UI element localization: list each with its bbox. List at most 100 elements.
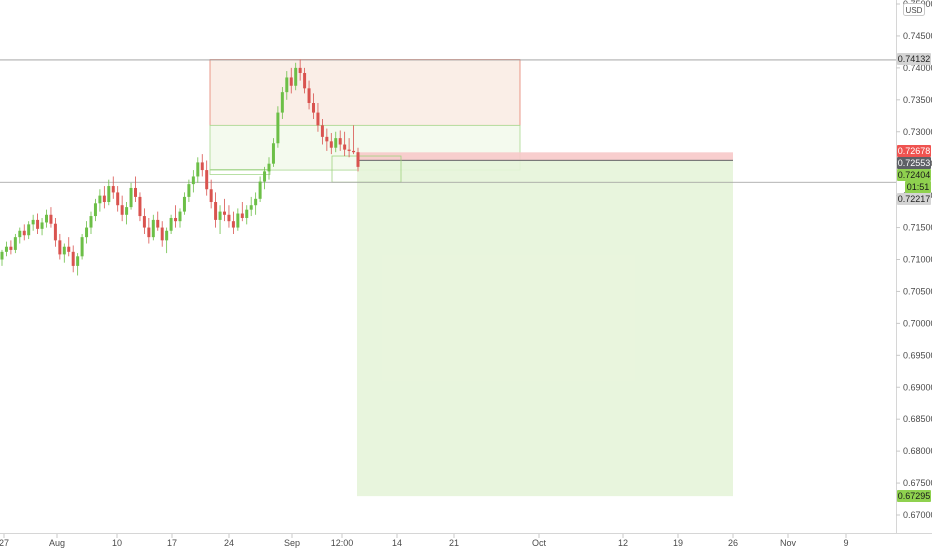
zone-short-target-zone[interactable] [357, 160, 733, 497]
candle-down [214, 202, 218, 220]
candle-up [151, 219, 155, 238]
candle-up [62, 246, 66, 255]
candle-up [182, 196, 186, 212]
candle-up [93, 203, 97, 217]
zone-demand-base[interactable] [209, 169, 271, 175]
candle-up [218, 211, 222, 220]
candle-down [111, 186, 115, 193]
candle-down [298, 67, 302, 73]
price-badge-text: 0.72678 [898, 146, 931, 156]
candle-up [187, 184, 191, 197]
candle-down [356, 152, 360, 167]
candle-up [31, 219, 35, 225]
time-tick-label: 27 [0, 538, 9, 548]
price-badge-text: 0.72553 [898, 158, 931, 168]
candle-down [67, 246, 71, 252]
candle-up [80, 237, 84, 257]
candle-down [156, 219, 160, 228]
candle-down [329, 141, 333, 148]
candle-down [231, 221, 235, 228]
candle-down [116, 192, 120, 206]
candle-up [178, 211, 182, 222]
time-axis[interactable]: 27 Aug 10 17 24 Sep 12:00 14 21 Oct 12 19 26 Nov 9 [0, 534, 849, 548]
candle-down [307, 88, 311, 104]
price-badge-countdown [905, 181, 931, 193]
candle-down [142, 216, 146, 228]
candle-down [49, 214, 53, 224]
candle-down [147, 227, 151, 238]
zone-short-stop-zone[interactable] [357, 152, 733, 161]
candle-up [271, 143, 275, 164]
currency-label-box[interactable] [903, 3, 925, 16]
time-tick-label: 10 [112, 538, 122, 548]
candle-up [245, 209, 249, 218]
candle-down [240, 213, 244, 218]
time-tick-label: 26 [728, 538, 738, 548]
candle-down [325, 136, 329, 142]
candle-down [22, 230, 26, 236]
candle-up [280, 92, 284, 113]
price-badge-text: 0.72404 [898, 170, 931, 180]
time-tick-label: Sep [284, 538, 300, 548]
candle-up [98, 195, 102, 204]
time-tick-label: Nov [780, 538, 797, 548]
price-badges: 0.74132 0.72678 0.72553 0.72404 01:51 0.72217… [897, 53, 931, 502]
candle-down [200, 162, 204, 171]
time-tick-label: 21 [449, 538, 459, 548]
candle-down [227, 214, 231, 222]
price-badge-text: 01:51 [907, 182, 930, 192]
candle-up [0, 251, 4, 260]
time-tick-label: 17 [167, 538, 177, 548]
candle-up [18, 230, 22, 238]
candle-down [53, 223, 57, 241]
currency-label-text: USD [906, 6, 923, 15]
candle-up [254, 198, 258, 206]
time-tick-label: 12:00 [331, 538, 354, 548]
candle-up [85, 227, 89, 238]
candle-down [289, 77, 293, 86]
currency-label[interactable]: USD [903, 3, 925, 16]
candle-up [267, 163, 271, 172]
candle-up [263, 171, 267, 182]
candle-down [312, 103, 315, 113]
lines-layer [0, 59, 896, 183]
candle-down [343, 144, 347, 150]
candle-down [320, 125, 324, 137]
candle-up [107, 186, 111, 203]
zone-supply-zone[interactable] [209, 59, 521, 126]
candle-down [303, 72, 307, 89]
time-tick-label: 19 [673, 538, 683, 548]
price-badge-target [897, 490, 931, 502]
position-entry-line [357, 159, 733, 162]
candle-up [13, 237, 17, 250]
price-axis[interactable]: 0.750000.745000.740000.735000.730000.725… [896, 0, 932, 520]
candle-down [138, 196, 142, 217]
candle-up [258, 181, 262, 199]
price-badge-text: 0.72217 [898, 194, 931, 204]
candle-down [316, 112, 320, 126]
candles-layer [0, 59, 360, 276]
candle-up [334, 138, 338, 148]
candle-down [71, 251, 75, 266]
candle-down [58, 240, 62, 255]
price-badge-last [897, 157, 931, 169]
candle-up [45, 214, 48, 223]
candle-up [165, 230, 169, 241]
time-tick-label: 9 [843, 538, 848, 548]
price-badge-text: 0.74132 [898, 54, 931, 64]
candle-up [40, 222, 44, 229]
candle-up [294, 67, 298, 86]
time-tick-label: 24 [224, 538, 234, 548]
candle-up [196, 162, 200, 177]
